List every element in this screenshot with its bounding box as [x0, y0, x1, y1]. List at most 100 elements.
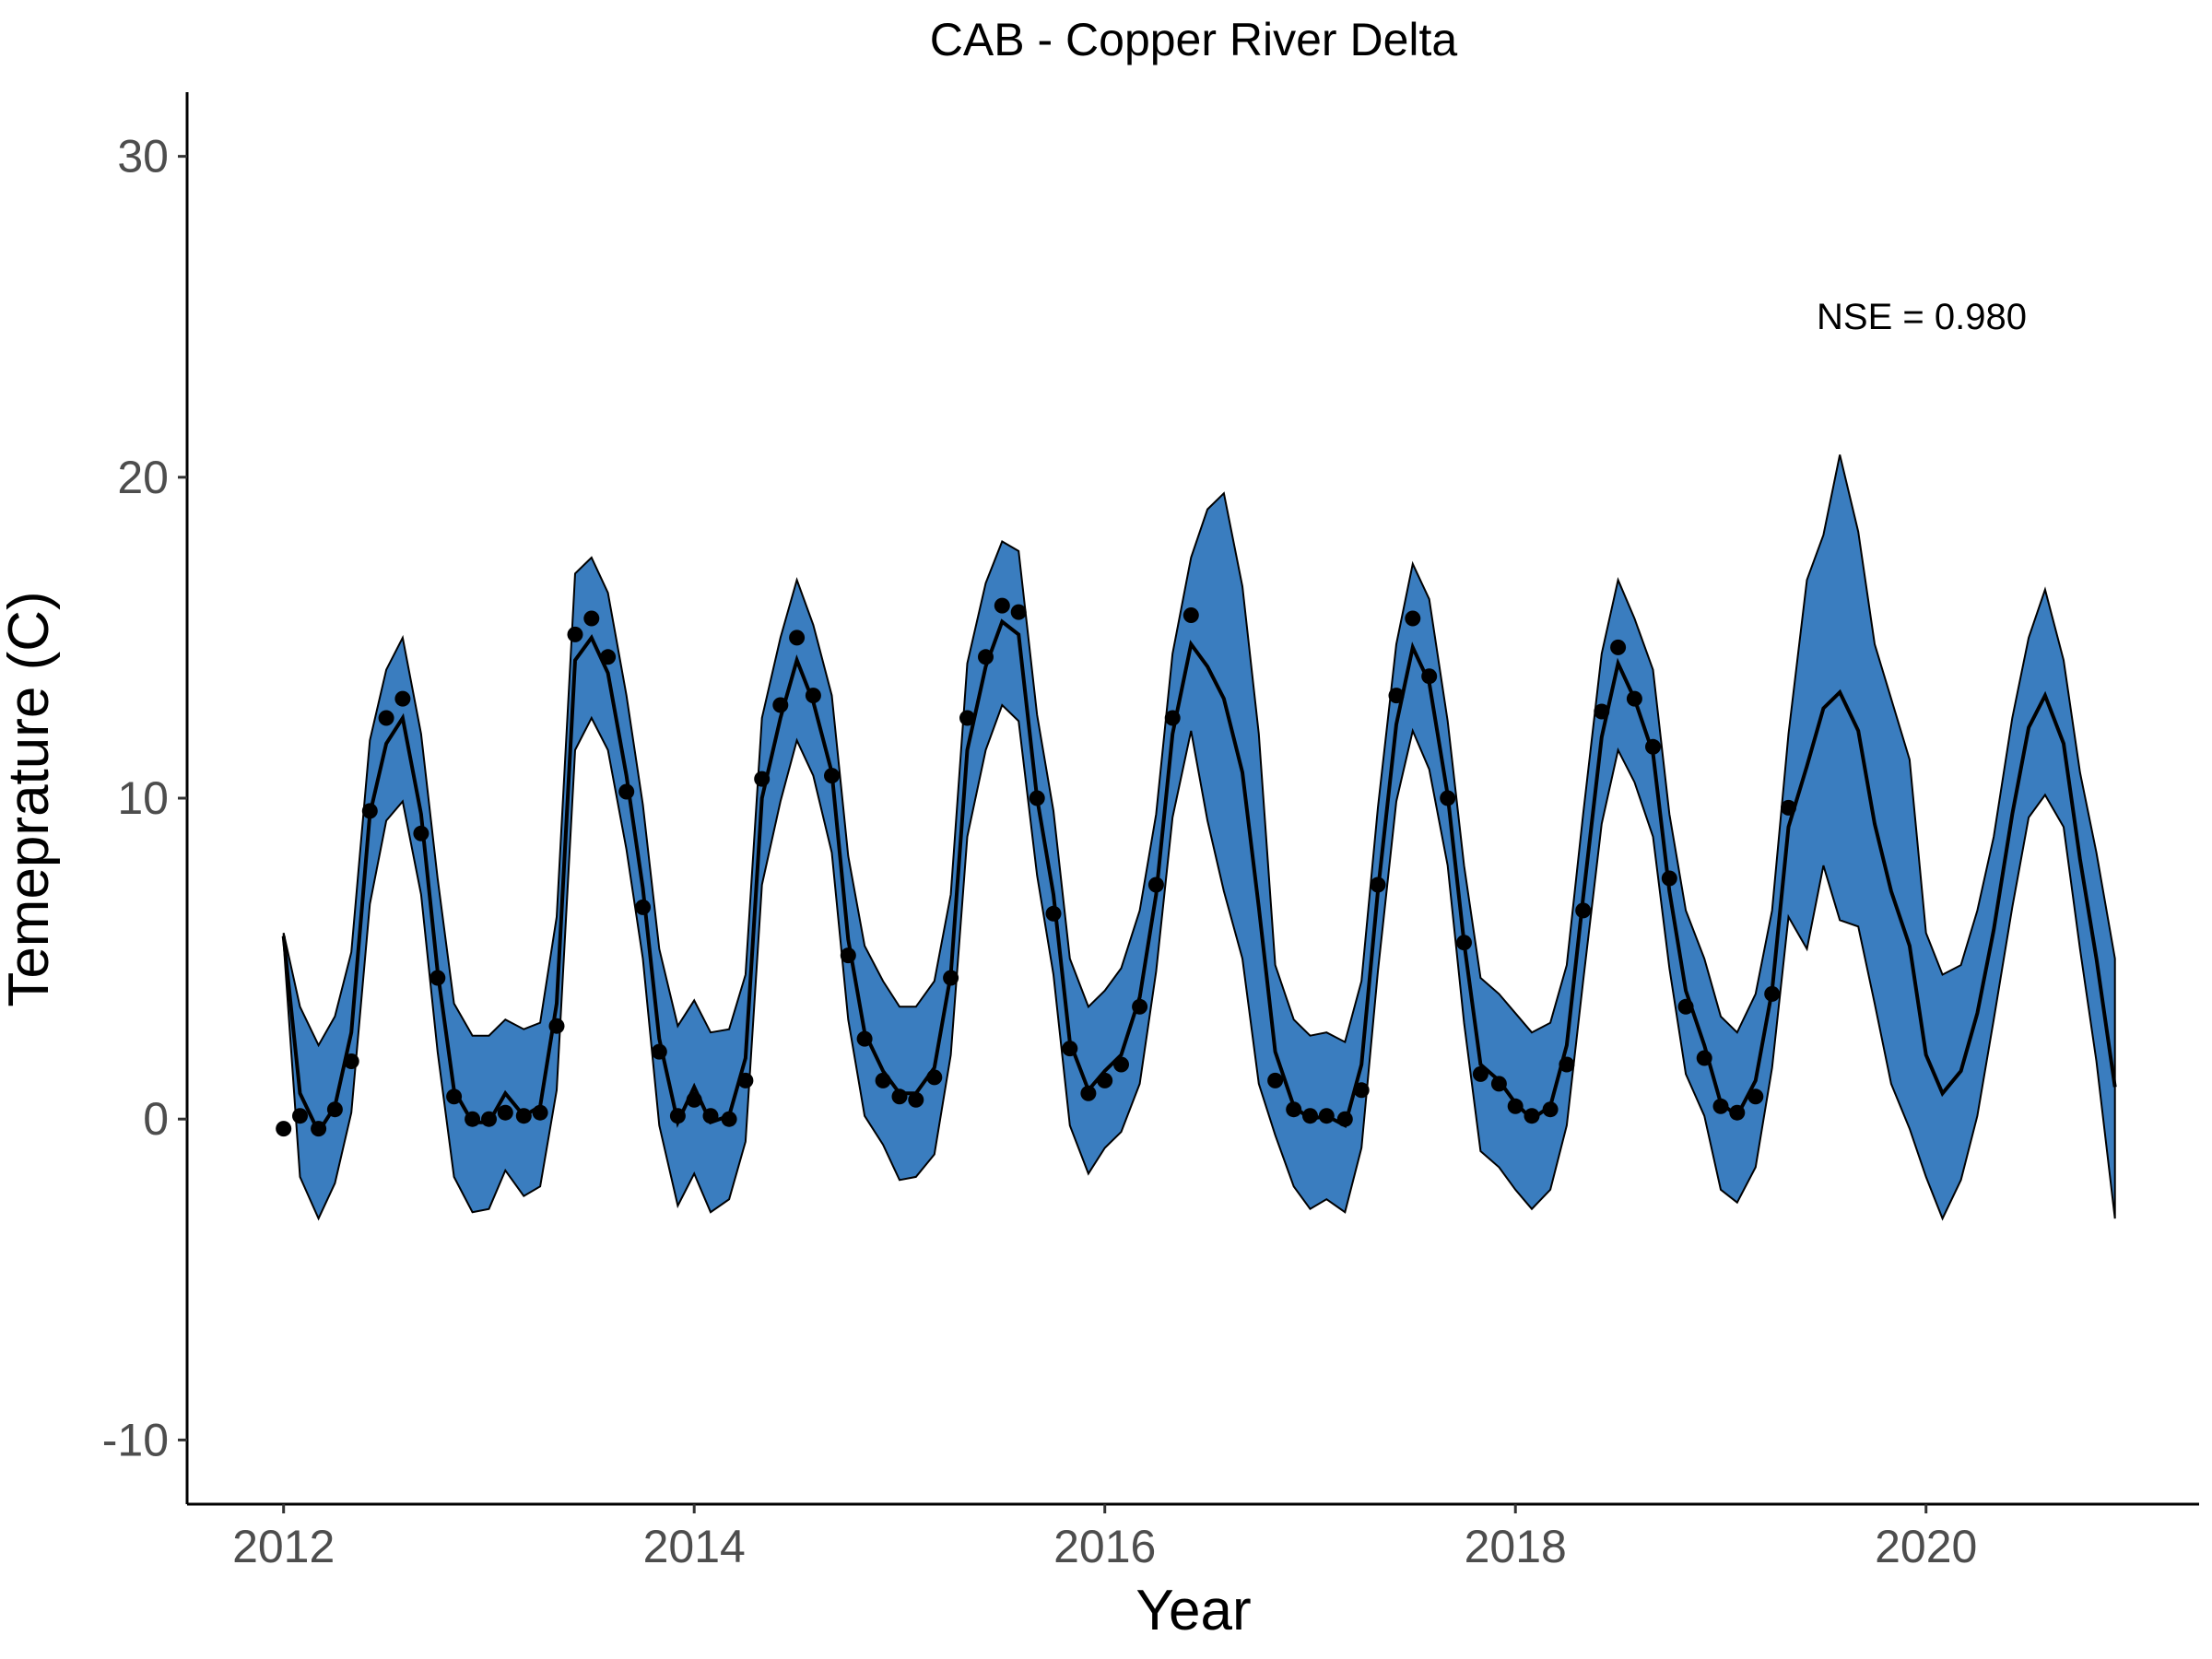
observed-point [754, 771, 771, 787]
observed-point [875, 1072, 891, 1088]
observed-point [1645, 738, 1661, 755]
y-tick-label: 20 [117, 452, 169, 503]
observed-point [429, 970, 446, 986]
observed-point [378, 710, 394, 726]
observed-point [1764, 985, 1781, 1002]
observed-point [669, 1108, 686, 1124]
observed-point [1781, 799, 1796, 816]
observed-point [1729, 1104, 1746, 1121]
observed-point [1267, 1072, 1284, 1088]
observed-point [721, 1111, 737, 1127]
observed-point [1010, 604, 1027, 620]
observed-point [1747, 1088, 1764, 1105]
observed-point [891, 1088, 908, 1105]
observed-point [1575, 902, 1592, 919]
observed-point [1712, 1098, 1729, 1114]
nse-annotation: NSE = 0.980 [1817, 297, 2027, 337]
observed-point [481, 1111, 497, 1127]
observed-point [702, 1108, 719, 1124]
observed-point [446, 1088, 463, 1105]
observed-point [1062, 1041, 1078, 1057]
plot-area [276, 454, 2117, 1221]
observed-point [1421, 668, 1438, 685]
observed-point [1164, 710, 1181, 726]
observed-point [583, 610, 600, 627]
x-tick-label: 2016 [1053, 1521, 1156, 1572]
observed-point [651, 1043, 667, 1060]
y-tick-label: 0 [143, 1093, 169, 1145]
observed-point [856, 1030, 873, 1047]
observed-point [926, 1069, 943, 1086]
observed-point [1336, 1111, 1353, 1127]
y-tick-label: 10 [117, 772, 169, 824]
observed-point [292, 1108, 308, 1124]
observed-point [361, 803, 378, 819]
observed-point [1029, 790, 1045, 806]
y-axis-title: Temeprature (C) [0, 591, 61, 1006]
uncertainty-ribbon [282, 454, 2116, 1221]
observed-point [1696, 1050, 1712, 1066]
observed-point [959, 710, 975, 726]
chart-title: CAB - Copper River Delta [930, 14, 1458, 65]
x-tick-label: 2018 [1465, 1521, 1567, 1572]
observed-point [394, 690, 411, 707]
observed-point [1318, 1108, 1335, 1124]
observed-point [1182, 607, 1199, 623]
observed-point [465, 1111, 481, 1127]
observed-point [1677, 998, 1694, 1015]
observed-point [1490, 1076, 1507, 1092]
observed-point [737, 1072, 754, 1088]
observed-point [1559, 1056, 1575, 1073]
observed-point [994, 597, 1010, 614]
observed-point [1353, 1082, 1370, 1099]
observed-point [1405, 610, 1421, 627]
observed-point [1524, 1108, 1540, 1124]
observed-point [789, 629, 806, 646]
observed-point [1113, 1056, 1129, 1073]
x-axis-title: Year [1135, 1579, 1251, 1642]
observed-point [1132, 998, 1148, 1015]
observed-point [686, 1091, 702, 1108]
observed-point [532, 1104, 548, 1121]
observed-point [1147, 877, 1164, 893]
observed-point [600, 649, 617, 665]
observed-point [343, 1053, 359, 1069]
observed-point [978, 649, 994, 665]
observed-point [772, 697, 789, 713]
observed-point [1626, 690, 1642, 707]
observed-point [1610, 639, 1627, 655]
observed-point [1661, 870, 1677, 887]
y-tick-label: 30 [117, 131, 169, 182]
observed-point [1507, 1098, 1524, 1114]
observed-point [840, 947, 856, 964]
observed-point [1456, 935, 1472, 951]
observed-point [618, 783, 635, 800]
observed-point [1370, 877, 1386, 893]
observed-point [1302, 1108, 1318, 1124]
x-tick-label: 2020 [1875, 1521, 1977, 1572]
observed-point [1097, 1072, 1113, 1088]
x-tick-label: 2014 [643, 1521, 746, 1572]
model-line [281, 618, 2117, 1136]
observed-point [497, 1104, 513, 1121]
observed-point [515, 1108, 532, 1124]
observed-point [567, 626, 583, 642]
observed-point [1542, 1101, 1559, 1118]
y-tick-label: -10 [102, 1414, 169, 1465]
observed-point [1045, 905, 1062, 922]
observed-point [1594, 703, 1610, 720]
observed-point [805, 688, 821, 704]
observed-point [908, 1091, 924, 1108]
x-tick-label: 2012 [232, 1521, 335, 1572]
observed-point [1472, 1065, 1488, 1082]
observed-point [276, 1121, 292, 1137]
observed-point [1080, 1085, 1097, 1101]
observed-point [413, 825, 429, 841]
observed-point [326, 1101, 343, 1118]
observed-point [1286, 1101, 1302, 1118]
observed-point [548, 1018, 565, 1034]
observed-point [1440, 790, 1456, 806]
observed-point [311, 1121, 327, 1137]
observed-point [943, 970, 959, 986]
